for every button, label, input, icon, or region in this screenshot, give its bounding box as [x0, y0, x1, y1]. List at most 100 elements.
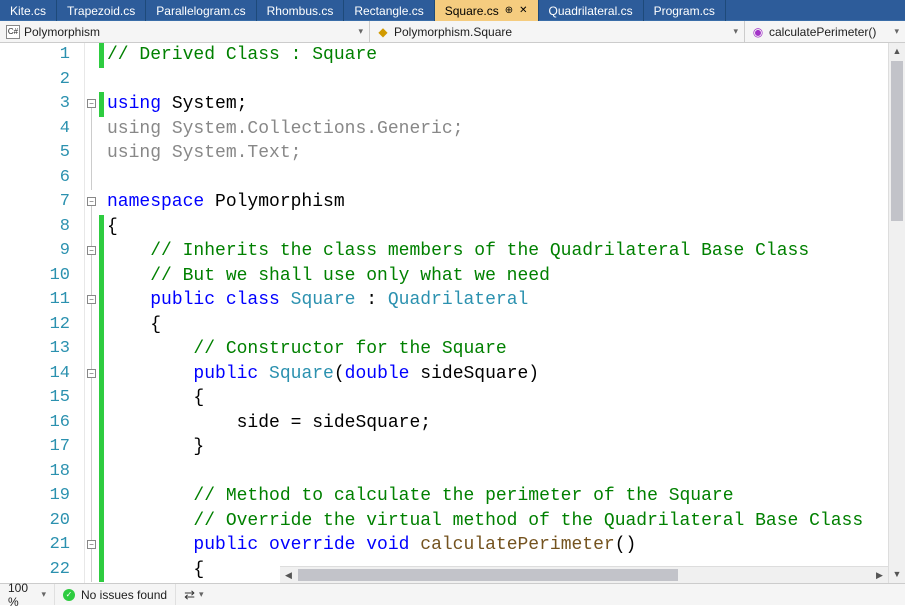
code-line[interactable]: { [107, 313, 905, 338]
zoom-label: 100 % [8, 581, 41, 609]
code-line[interactable]: using System.Collections.Generic; [107, 117, 905, 142]
code-line[interactable]: // Method to calculate the perimeter of … [107, 484, 905, 509]
code-line[interactable]: using System.Text; [107, 141, 905, 166]
tab-label: Rhombus.cs [267, 4, 334, 18]
line-number: 7 [0, 190, 70, 215]
tab-strip: Kite.cs Trapezoid.cs Parallelogram.cs Rh… [0, 0, 905, 21]
horizontal-scrollbar[interactable]: ◀ ▶ [280, 566, 888, 583]
code-line[interactable]: using System; [107, 92, 905, 117]
hscroll-thumb[interactable] [298, 569, 678, 581]
swap-button[interactable]: ⇄ ▾ [176, 584, 211, 605]
chevron-down-icon: ▾ [894, 26, 899, 37]
change-bar [99, 43, 105, 583]
tab-label: Program.cs [654, 4, 715, 18]
pin-icon[interactable]: ⊕ [505, 5, 513, 16]
class-icon: ◆ [376, 25, 390, 39]
line-number: 20 [0, 509, 70, 534]
tab-kite[interactable]: Kite.cs [0, 0, 57, 21]
fold-toggle[interactable]: − [87, 540, 96, 549]
code-line[interactable]: public Square(double sideSquare) [107, 362, 905, 387]
nav-class-label: Polymorphism.Square [394, 25, 512, 39]
line-number: 19 [0, 484, 70, 509]
line-number: 9 [0, 239, 70, 264]
tab-label: Quadrilateral.cs [549, 4, 633, 18]
change-marker [99, 92, 104, 117]
tab-quadrilateral[interactable]: Quadrilateral.cs [539, 0, 644, 21]
code-line[interactable]: } [107, 435, 905, 460]
navigation-bar: C# Polymorphism ▾ ◆ Polymorphism.Square … [0, 21, 905, 43]
code-line[interactable] [107, 460, 905, 485]
line-number: 1 [0, 43, 70, 68]
issues-status[interactable]: ✓ No issues found [55, 584, 176, 605]
code-line[interactable] [107, 166, 905, 191]
code-line[interactable]: namespace Polymorphism [107, 190, 905, 215]
code-line[interactable]: // Derived Class : Square [107, 43, 905, 68]
line-number: 4 [0, 117, 70, 142]
code-line[interactable]: side = sideSquare; [107, 411, 905, 436]
zoom-level-dropdown[interactable]: 100 % ▾ [0, 584, 55, 605]
tab-label: Trapezoid.cs [67, 4, 135, 18]
line-number: 6 [0, 166, 70, 191]
line-number: 16 [0, 411, 70, 436]
change-marker [99, 43, 104, 68]
fold-toggle[interactable]: − [87, 295, 96, 304]
line-number: 3 [0, 92, 70, 117]
fold-toggle[interactable]: − [87, 369, 96, 378]
nav-member-dropdown[interactable]: ◉ calculatePerimeter() ▾ [745, 21, 905, 42]
code-line[interactable]: // But we shall use only what we need [107, 264, 905, 289]
line-number: 2 [0, 68, 70, 93]
swap-icon: ⇄ [184, 587, 195, 603]
code-line[interactable]: public class Square : Quadrilateral [107, 288, 905, 313]
chevron-down-icon: ▾ [199, 589, 204, 600]
fold-toggle[interactable]: − [87, 197, 96, 206]
nav-project-dropdown[interactable]: C# Polymorphism ▾ [0, 21, 370, 42]
code-editor[interactable]: 12345678910111213141516171819202122 −−−−… [0, 43, 905, 583]
line-number: 18 [0, 460, 70, 485]
line-number-gutter: 12345678910111213141516171819202122 [0, 43, 85, 583]
code-line[interactable]: { [107, 386, 905, 411]
scroll-up-arrow[interactable]: ▲ [889, 43, 905, 60]
scroll-right-arrow[interactable]: ▶ [871, 567, 888, 583]
chevron-down-icon: ▾ [41, 589, 46, 600]
code-content[interactable]: // Derived Class : Square using System;u… [105, 43, 905, 583]
close-icon[interactable]: ✕ [519, 5, 527, 16]
tab-square[interactable]: Square.cs ⊕ ✕ [435, 0, 539, 21]
line-number: 12 [0, 313, 70, 338]
code-line[interactable]: public override void calculatePerimeter(… [107, 533, 905, 558]
line-number: 13 [0, 337, 70, 362]
fold-toggle[interactable]: − [87, 246, 96, 255]
tab-label: Rectangle.cs [354, 4, 423, 18]
tab-parallelogram[interactable]: Parallelogram.cs [146, 0, 256, 21]
code-line[interactable]: // Inherits the class members of the Qua… [107, 239, 905, 264]
line-number: 5 [0, 141, 70, 166]
tab-rhombus[interactable]: Rhombus.cs [257, 0, 345, 21]
tab-rectangle[interactable]: Rectangle.cs [344, 0, 434, 21]
line-number: 17 [0, 435, 70, 460]
line-number: 15 [0, 386, 70, 411]
code-line[interactable]: // Override the virtual method of the Qu… [107, 509, 905, 534]
code-line[interactable] [107, 68, 905, 93]
tab-label: Kite.cs [10, 4, 46, 18]
check-circle-icon: ✓ [63, 589, 75, 601]
fold-toggle[interactable]: − [87, 99, 96, 108]
chevron-down-icon: ▾ [358, 26, 363, 37]
csharp-project-icon: C# [6, 25, 20, 39]
fold-gutter: − − − − − − [85, 43, 99, 583]
scroll-down-arrow[interactable]: ▼ [889, 566, 905, 583]
code-line[interactable]: { [107, 215, 905, 240]
line-number: 10 [0, 264, 70, 289]
nav-class-dropdown[interactable]: ◆ Polymorphism.Square ▾ [370, 21, 745, 42]
code-line[interactable]: // Constructor for the Square [107, 337, 905, 362]
line-number: 21 [0, 533, 70, 558]
scroll-left-arrow[interactable]: ◀ [280, 567, 297, 583]
tab-program[interactable]: Program.cs [644, 0, 726, 21]
nav-member-label: calculatePerimeter() [769, 25, 876, 39]
vscroll-thumb[interactable] [891, 61, 903, 221]
line-number: 22 [0, 558, 70, 583]
tab-label: Square.cs [445, 4, 499, 18]
issues-label: No issues found [81, 588, 167, 602]
vertical-scrollbar[interactable]: ▲ ▼ [888, 43, 905, 583]
tab-trapezoid[interactable]: Trapezoid.cs [57, 0, 146, 21]
tab-label: Parallelogram.cs [156, 4, 245, 18]
chevron-down-icon: ▾ [733, 26, 738, 37]
